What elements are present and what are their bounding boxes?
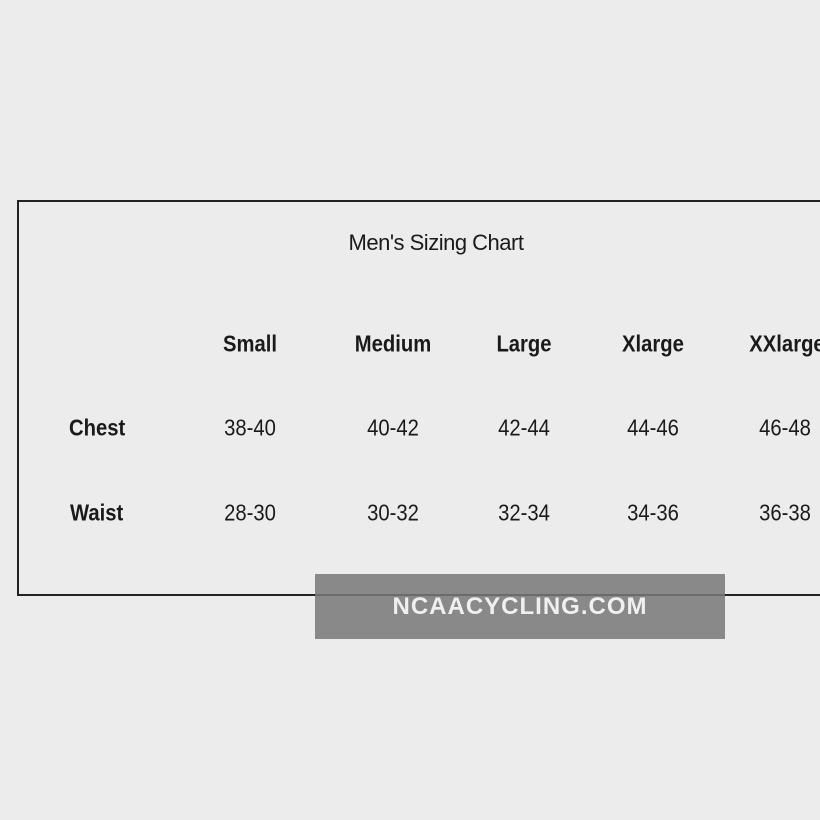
table-cell: 28-30 [224, 499, 276, 526]
table-cell: 44-46 [627, 414, 679, 441]
watermark-text: NCAACYCLING.COM [392, 592, 648, 620]
table-cell: 32-34 [498, 499, 550, 526]
table-cell: 38-40 [224, 414, 276, 441]
chart-title: Men's Sizing Chart [348, 230, 524, 255]
row-label-chest: Chest [69, 414, 126, 441]
column-header-xlarge: Xlarge [622, 330, 684, 357]
column-header-large: Large [496, 330, 552, 357]
column-header-xxlarge: XXlarge [749, 330, 820, 357]
table-cell: 34-36 [627, 499, 679, 526]
table-cell: 42-44 [498, 414, 550, 441]
table-cell: 36-38 [759, 499, 811, 526]
watermark-banner: NCAACYCLING.COM [315, 574, 725, 639]
row-label-waist: Waist [70, 499, 124, 526]
table-cell: 30-32 [367, 499, 419, 526]
sizing-chart-frame [17, 200, 820, 596]
column-header-medium: Medium [354, 330, 432, 357]
column-header-small: Small [222, 330, 278, 357]
table-cell: 40-42 [367, 414, 419, 441]
table-cell: 46-48 [759, 414, 811, 441]
